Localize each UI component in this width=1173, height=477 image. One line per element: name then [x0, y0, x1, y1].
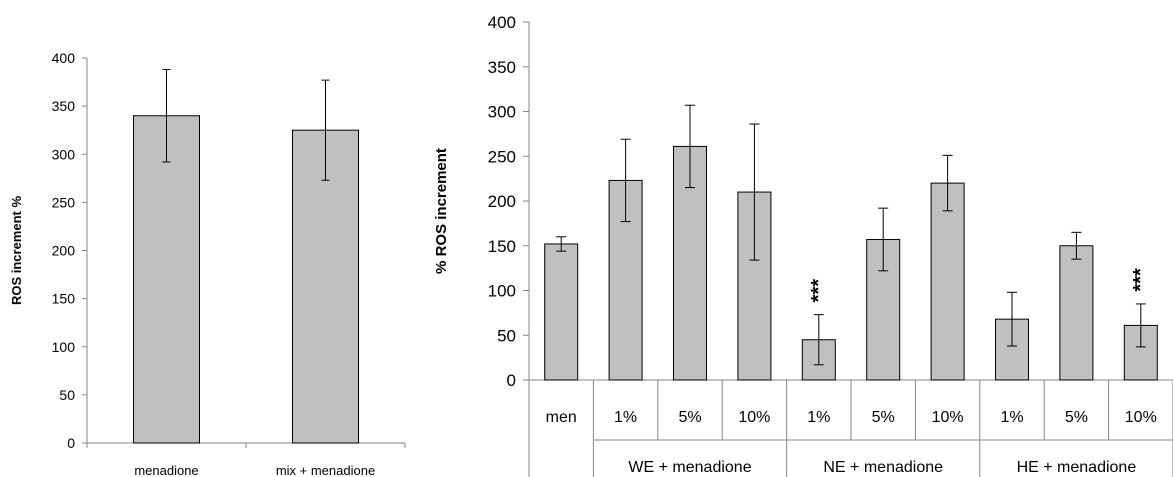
- x-tick-label: 5%: [1065, 409, 1088, 426]
- x-tick-label: 10%: [738, 409, 770, 426]
- x-tick-label: 10%: [1125, 409, 1157, 426]
- y-tick-label: 400: [52, 50, 76, 66]
- x-tick-label: 1%: [807, 409, 830, 426]
- y-tick-label: 100: [488, 282, 516, 301]
- x-tick-label: 5%: [678, 409, 701, 426]
- right-chart: 0 50 100 150 200 250 300 350 400 % ROS increment m…: [433, 13, 1173, 477]
- x-tick-label: 10%: [932, 409, 964, 426]
- y-tick-label: 150: [52, 291, 76, 307]
- bar: [133, 115, 200, 444]
- x-tick-label: 1%: [614, 409, 637, 426]
- y-tick-label: 350: [488, 58, 516, 77]
- bar: [930, 182, 965, 381]
- y-tick-label: 200: [488, 192, 516, 211]
- y-axis-title: ROS increment %: [9, 196, 24, 306]
- y-tick-label: 50: [497, 326, 516, 345]
- y-tick-label: 250: [488, 147, 516, 166]
- y-tick-label: 200: [52, 243, 76, 259]
- group-label: WE + menadione: [628, 459, 751, 476]
- y-tick-label: 0: [67, 435, 75, 451]
- x-tick-label: mix + menadione: [276, 463, 375, 477]
- y-tick-label: 150: [488, 237, 516, 256]
- bar: [292, 129, 359, 444]
- x-tick-label: menadione: [134, 463, 198, 477]
- significance-marker: ***: [808, 279, 830, 303]
- bar: [1059, 245, 1094, 381]
- group-label: HE + menadione: [1017, 459, 1137, 476]
- left-chart: 0 50 100 150 200 250 300 350 400 ROS increment % m…: [9, 50, 406, 477]
- y-tick-label: 0: [507, 371, 516, 390]
- bar: [544, 243, 579, 381]
- y-tick-label: 400: [488, 13, 516, 32]
- x-tick-label: men: [546, 409, 577, 426]
- y-tick-label: 300: [52, 146, 76, 162]
- significance-marker: ***: [1130, 268, 1152, 292]
- y-tick-label: 250: [52, 194, 76, 210]
- x-tick-label: 5%: [872, 409, 895, 426]
- y-tick-label: 350: [52, 98, 76, 114]
- y-tick-label: 50: [59, 387, 75, 403]
- y-tick-label: 300: [488, 103, 516, 122]
- x-tick-label: 1%: [1000, 409, 1023, 426]
- group-label: NE + menadione: [823, 459, 943, 476]
- y-tick-label: 100: [52, 339, 76, 355]
- y-axis-title: % ROS increment: [433, 148, 450, 274]
